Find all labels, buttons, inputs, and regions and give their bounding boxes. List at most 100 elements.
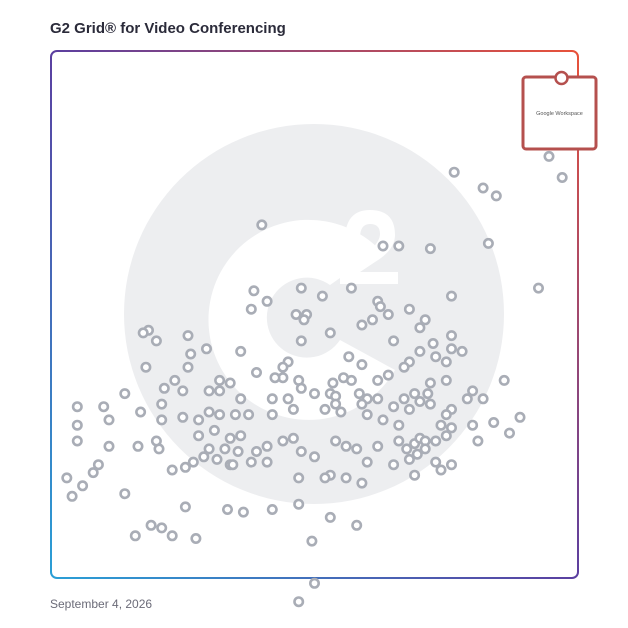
scatter-point[interactable] bbox=[403, 303, 415, 315]
scatter-point[interactable] bbox=[353, 388, 365, 400]
scatter-point[interactable] bbox=[401, 443, 413, 455]
scatter-point[interactable] bbox=[319, 472, 331, 484]
scatter-point[interactable] bbox=[445, 290, 457, 302]
scatter-point[interactable] bbox=[372, 393, 384, 405]
scatter-point[interactable] bbox=[343, 351, 355, 363]
scatter-point[interactable] bbox=[308, 577, 320, 589]
scatter-point[interactable] bbox=[203, 385, 215, 397]
scatter-point[interactable] bbox=[422, 388, 434, 400]
scatter-point[interactable] bbox=[150, 335, 162, 347]
scatter-point[interactable] bbox=[103, 440, 115, 452]
scatter-point[interactable] bbox=[293, 472, 305, 484]
scatter-point[interactable] bbox=[490, 190, 502, 202]
scatter-point[interactable] bbox=[224, 432, 236, 444]
scatter-point[interactable] bbox=[251, 445, 263, 457]
scatter-point[interactable] bbox=[295, 282, 307, 294]
scatter-point[interactable] bbox=[319, 403, 331, 415]
scatter-point[interactable] bbox=[87, 467, 99, 479]
scatter-point[interactable] bbox=[266, 393, 278, 405]
scatter-point[interactable] bbox=[169, 374, 181, 386]
scatter-point[interactable] bbox=[456, 345, 468, 357]
scatter-point[interactable] bbox=[193, 430, 205, 442]
scatter-point[interactable] bbox=[140, 361, 152, 373]
scatter-point[interactable] bbox=[351, 519, 363, 531]
scatter-point[interactable] bbox=[440, 430, 452, 442]
scatter-point[interactable] bbox=[340, 472, 352, 484]
scatter-point[interactable] bbox=[398, 393, 410, 405]
scatter-point[interactable] bbox=[179, 461, 191, 473]
scatter-point[interactable] bbox=[277, 361, 289, 373]
scatter-point[interactable] bbox=[356, 359, 368, 371]
scatter-point[interactable] bbox=[440, 356, 452, 368]
scatter-point[interactable] bbox=[229, 409, 241, 421]
scatter-point[interactable] bbox=[298, 314, 310, 326]
scatter-point[interactable] bbox=[203, 406, 215, 418]
scatter-point[interactable] bbox=[393, 435, 405, 447]
scatter-point[interactable] bbox=[382, 308, 394, 320]
scatter-point[interactable] bbox=[556, 172, 568, 184]
scatter-point[interactable] bbox=[261, 456, 273, 468]
scatter-point[interactable] bbox=[424, 398, 436, 410]
scatter-point[interactable] bbox=[327, 377, 339, 389]
scatter-point[interactable] bbox=[411, 448, 423, 460]
scatter-point[interactable] bbox=[335, 406, 347, 418]
scatter-point[interactable] bbox=[256, 219, 268, 231]
scatter-point[interactable] bbox=[190, 532, 202, 544]
scatter-point[interactable] bbox=[156, 522, 168, 534]
scatter-point[interactable] bbox=[177, 411, 189, 423]
scatter-point[interactable] bbox=[77, 480, 89, 492]
scatter-point[interactable] bbox=[488, 416, 500, 428]
scatter-point[interactable] bbox=[61, 472, 73, 484]
scatter-point[interactable] bbox=[356, 319, 368, 331]
scatter-point[interactable] bbox=[330, 398, 342, 410]
scatter-point[interactable] bbox=[467, 385, 479, 397]
scatter-point[interactable] bbox=[211, 453, 223, 465]
scatter-point[interactable] bbox=[92, 459, 104, 471]
scatter-point[interactable] bbox=[295, 335, 307, 347]
scatter-point[interactable] bbox=[282, 393, 294, 405]
scatter-point[interactable] bbox=[482, 237, 494, 249]
scatter-point[interactable] bbox=[237, 506, 249, 518]
scatter-point[interactable] bbox=[340, 440, 352, 452]
scatter-point[interactable] bbox=[185, 348, 197, 360]
scatter-point[interactable] bbox=[290, 308, 302, 320]
scatter-point[interactable] bbox=[424, 377, 436, 389]
scatter-point[interactable] bbox=[435, 419, 447, 431]
scatter-point[interactable] bbox=[377, 240, 389, 252]
scatter-point[interactable] bbox=[472, 435, 484, 447]
scatter-point[interactable] bbox=[351, 443, 363, 455]
scatter-point[interactable] bbox=[503, 427, 515, 439]
highlight-product-card[interactable]: Google Workspace bbox=[521, 70, 598, 151]
scatter-point[interactable] bbox=[543, 150, 555, 162]
scatter-point[interactable] bbox=[324, 327, 336, 339]
scatter-point[interactable] bbox=[388, 335, 400, 347]
scatter-point[interactable] bbox=[214, 385, 226, 397]
scatter-point[interactable] bbox=[306, 535, 318, 547]
scatter-point[interactable] bbox=[208, 424, 220, 436]
scatter-point[interactable] bbox=[366, 314, 378, 326]
scatter-point[interactable] bbox=[445, 330, 457, 342]
scatter-point[interactable] bbox=[150, 435, 162, 447]
scatter-point[interactable] bbox=[532, 282, 544, 294]
scatter-point[interactable] bbox=[193, 414, 205, 426]
scatter-point[interactable] bbox=[235, 345, 247, 357]
scatter-point[interactable] bbox=[71, 401, 83, 413]
scatter-point[interactable] bbox=[308, 451, 320, 463]
scatter-point[interactable] bbox=[382, 369, 394, 381]
scatter-point[interactable] bbox=[419, 314, 431, 326]
scatter-point[interactable] bbox=[248, 285, 260, 297]
scatter-point[interactable] bbox=[324, 511, 336, 523]
scatter-point[interactable] bbox=[372, 440, 384, 452]
scatter-point[interactable] bbox=[156, 398, 168, 410]
scatter-point[interactable] bbox=[179, 501, 191, 513]
scatter-point[interactable] bbox=[430, 351, 442, 363]
scatter-point[interactable] bbox=[427, 337, 439, 349]
scatter-point[interactable] bbox=[440, 374, 452, 386]
scatter-point[interactable] bbox=[219, 443, 231, 455]
scatter-point[interactable] bbox=[214, 409, 226, 421]
scatter-point[interactable] bbox=[414, 395, 426, 407]
scatter-point[interactable] bbox=[214, 374, 226, 386]
scatter-point[interactable] bbox=[145, 519, 157, 531]
scatter-point[interactable] bbox=[445, 459, 457, 471]
scatter-point[interactable] bbox=[266, 409, 278, 421]
